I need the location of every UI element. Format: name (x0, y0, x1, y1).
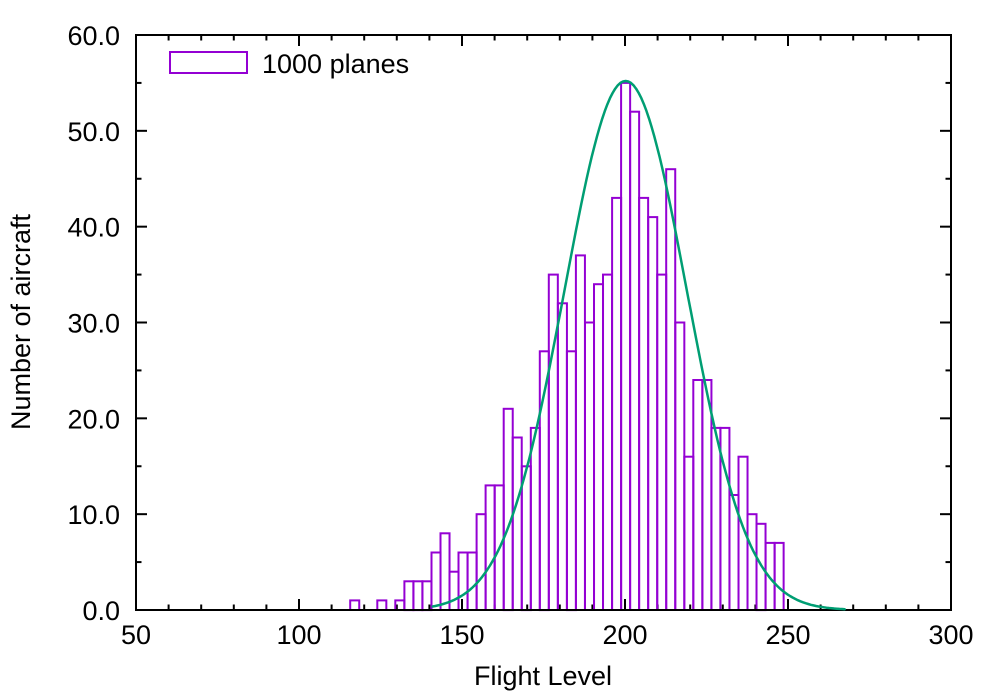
histogram-bar (475, 513, 487, 612)
y-tick-label: 10.0 (67, 500, 120, 530)
histogram-bar (520, 465, 532, 612)
plot-border (135, 34, 952, 611)
histogram-bar (701, 379, 713, 611)
tick-labels: 50 100 150 200 250 300 0.0 10.0 20.0 30.0 40.0 50.0… (67, 21, 973, 650)
histogram-bar (584, 321, 596, 611)
x-tick-label: 300 (928, 620, 973, 650)
histogram-bar (484, 484, 496, 611)
histogram-bar (574, 254, 586, 611)
histogram-bar (638, 196, 650, 611)
histogram-bar (448, 570, 460, 612)
x-tick-label: 150 (439, 620, 484, 650)
histogram-bar (647, 216, 659, 611)
legend-label: 1000 planes (262, 49, 409, 79)
x-tick-label: 100 (276, 620, 321, 650)
x-tick-label: 200 (602, 620, 647, 650)
histogram-bar (602, 273, 614, 611)
histogram-bar (565, 350, 577, 612)
histogram-bar (629, 110, 641, 611)
gaussian-fit-curve (431, 79, 846, 611)
histogram-bar (403, 580, 415, 612)
histogram-bar (349, 599, 361, 612)
histogram-bar (511, 436, 523, 611)
y-tick-label: 30.0 (67, 309, 120, 339)
histogram-bar (683, 455, 695, 612)
y-tick-label: 60.0 (67, 21, 120, 51)
fit-curve-path (431, 79, 846, 611)
y-axis-title: Number of aircraft (6, 213, 36, 430)
histogram-bar (674, 321, 686, 611)
legend-swatch (169, 51, 248, 74)
y-tick-label: 20.0 (67, 404, 120, 434)
histogram-bar (593, 283, 605, 611)
histogram-bar (457, 551, 469, 611)
histogram-bar (430, 551, 442, 611)
histogram-bar (746, 513, 758, 612)
histogram-bars (349, 81, 785, 612)
x-tick-label: 50 (121, 620, 151, 650)
histogram-bar (665, 168, 677, 611)
histogram-bar (611, 196, 623, 611)
histogram-bar (412, 580, 424, 612)
histogram-bar (710, 426, 722, 611)
x-axis-title: Flight Level (474, 661, 612, 691)
y-tick-label: 50.0 (67, 117, 120, 147)
y-tick-label: 0.0 (82, 596, 120, 626)
histogram-bar (773, 541, 785, 612)
histogram-bar (529, 426, 541, 611)
axis-ticks (135, 34, 952, 611)
histogram-bar (502, 407, 514, 612)
y-tick-label: 40.0 (67, 213, 120, 243)
histogram-bar (376, 599, 388, 612)
histogram-bar (620, 81, 632, 611)
histogram-bar (466, 551, 478, 611)
histogram-bar (692, 379, 704, 611)
legend: 1000 planes (169, 49, 409, 79)
x-tick-label: 250 (765, 620, 810, 650)
histogram-bar (439, 532, 451, 611)
histogram-bar (547, 273, 559, 611)
histogram-bar (656, 273, 668, 611)
histogram-bar (556, 302, 568, 611)
